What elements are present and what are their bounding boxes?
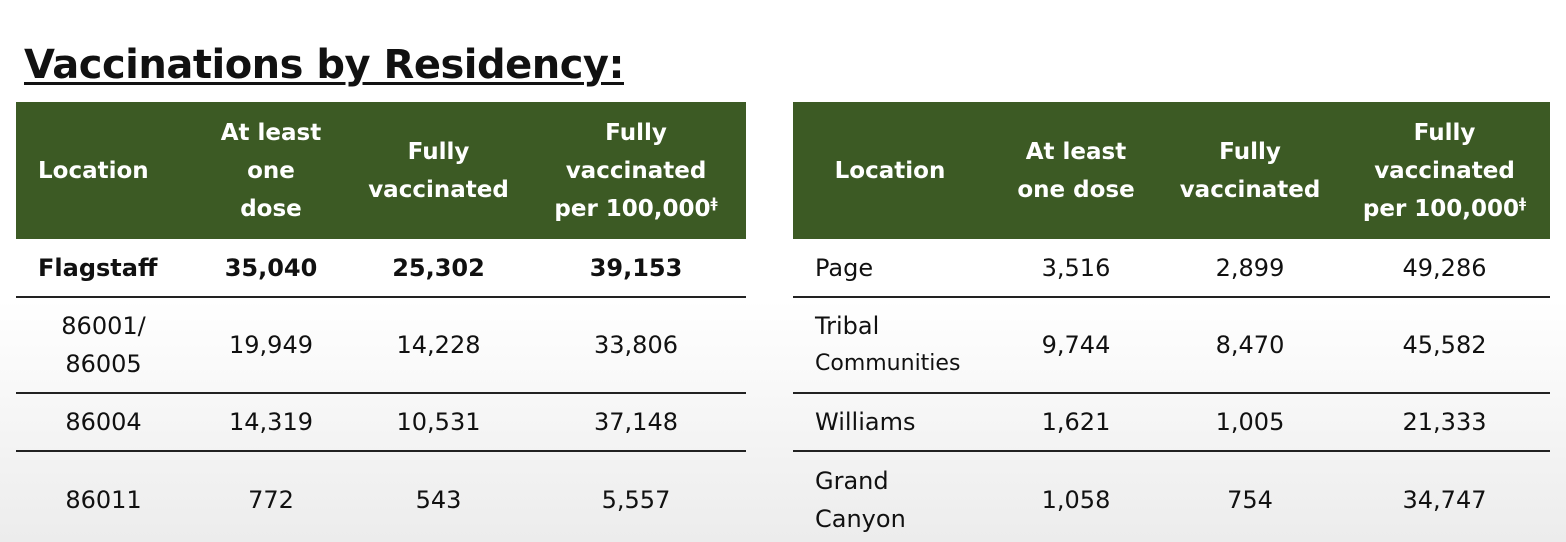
table-row: 86011 772 543 5,557 bbox=[16, 451, 746, 542]
location-cell: Page bbox=[793, 239, 991, 298]
per100k-cell: 5,557 bbox=[601, 485, 671, 514]
per100k-cell: 33,806 bbox=[526, 297, 746, 394]
table-row: 86004 14,319 10,531 37,148 bbox=[16, 393, 746, 452]
per100k-cell: 34,747 bbox=[1402, 485, 1487, 514]
per100k-cell: 37,148 bbox=[526, 393, 746, 452]
location-cell: Tribal Communities bbox=[793, 297, 991, 394]
location-cell: 86011 bbox=[65, 485, 142, 514]
left-header-per100k: Fully vaccinated per 100,000ǂ bbox=[526, 102, 746, 239]
left-header-location: Location bbox=[16, 102, 191, 239]
location-cell: Flagstaff bbox=[16, 239, 191, 298]
location-cell: Williams bbox=[793, 393, 991, 452]
left-header-one-dose: At least one dose bbox=[191, 102, 351, 239]
table-row: 86001/86005 19,949 14,228 33,806 bbox=[16, 297, 746, 394]
fully-cell: 754 bbox=[1227, 485, 1273, 514]
right-header-per100k: Fully vaccinated per 100,000ǂ bbox=[1339, 102, 1550, 239]
one-dose-cell: 35,040 bbox=[191, 239, 351, 298]
right-header-one-dose: At least one dose bbox=[991, 102, 1161, 239]
fully-cell: 2,899 bbox=[1161, 239, 1339, 298]
right-residency-table: Location At least one dose Fully vaccina… bbox=[793, 102, 1550, 542]
location-cell: 86001/86005 bbox=[16, 297, 191, 394]
left-residency-table: Location At least one dose Fully vaccina… bbox=[16, 102, 746, 542]
slide-heading: Vaccinations by Residency: bbox=[24, 42, 625, 88]
one-dose-cell: 3,516 bbox=[991, 239, 1161, 298]
left-header-fully: Fully vaccinated bbox=[351, 102, 526, 239]
fully-cell: 25,302 bbox=[351, 239, 526, 298]
one-dose-cell: 1,058 bbox=[1041, 485, 1111, 514]
per100k-cell: 49,286 bbox=[1339, 239, 1550, 298]
location-cell: Grand Canyon bbox=[815, 466, 906, 533]
one-dose-cell: 19,949 bbox=[191, 297, 351, 394]
one-dose-cell: 9,744 bbox=[991, 297, 1161, 394]
fully-cell: 10,531 bbox=[351, 393, 526, 452]
one-dose-cell: 14,319 bbox=[191, 393, 351, 452]
per100k-cell: 39,153 bbox=[526, 239, 746, 298]
right-header-location: Location bbox=[793, 102, 991, 239]
right-header-fully: Fully vaccinated bbox=[1161, 102, 1339, 239]
table-row: Williams 1,621 1,005 21,333 bbox=[793, 393, 1550, 452]
one-dose-cell: 1,621 bbox=[991, 393, 1161, 452]
per100k-cell: 45,582 bbox=[1339, 297, 1550, 394]
location-cell: 86004 bbox=[16, 393, 191, 452]
table-row: Tribal Communities 9,744 8,470 45,582 bbox=[793, 297, 1550, 394]
fully-cell: 543 bbox=[415, 485, 462, 514]
table-row: Flagstaff 35,040 25,302 39,153 bbox=[16, 239, 746, 298]
table-row: Grand Canyon 1,058 754 34,747 bbox=[793, 451, 1550, 542]
left-header-row: Location At least one dose Fully vaccina… bbox=[16, 102, 746, 239]
table-row: Page 3,516 2,899 49,286 bbox=[793, 239, 1550, 298]
fully-cell: 14,228 bbox=[351, 297, 526, 394]
fully-cell: 1,005 bbox=[1161, 393, 1339, 452]
one-dose-cell: 772 bbox=[248, 485, 294, 514]
per100k-cell: 21,333 bbox=[1339, 393, 1550, 452]
right-header-row: Location At least one dose Fully vaccina… bbox=[793, 102, 1550, 239]
fully-cell: 8,470 bbox=[1161, 297, 1339, 394]
